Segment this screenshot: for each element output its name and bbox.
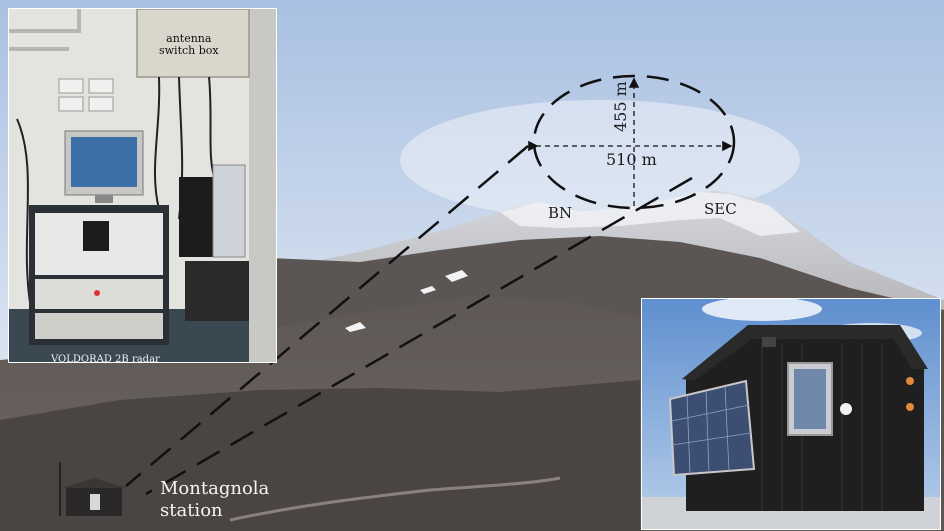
station-label-line1: Montagnola xyxy=(160,478,270,499)
station-hut-roof xyxy=(62,478,126,488)
conduit xyxy=(9,9,81,33)
cable xyxy=(154,76,161,210)
beam-line-lower xyxy=(145,176,693,496)
power-socket xyxy=(58,78,84,94)
power-socket xyxy=(58,96,84,112)
antenna-switch-box-label: antenna switch box xyxy=(159,33,219,57)
power-socket xyxy=(88,96,114,112)
computer-tower xyxy=(179,177,213,257)
snow-patch xyxy=(445,270,468,282)
shelter-window-pane xyxy=(794,369,826,429)
snow-patch xyxy=(345,322,366,332)
road xyxy=(229,476,561,522)
radar-equipment-inset: antenna switch box VOLDORAD 2B radar xyxy=(8,8,277,363)
foreground-slope xyxy=(0,380,640,531)
shelter-inset xyxy=(641,298,941,530)
power-socket xyxy=(88,78,114,94)
station-hut-door xyxy=(90,494,100,510)
width-label: 510 m xyxy=(606,150,657,169)
solar-panel-grid xyxy=(671,385,752,475)
station-label-line2: station xyxy=(160,500,223,521)
snow-patch xyxy=(420,286,436,294)
radar-label: VOLDORAD 2B radar xyxy=(51,354,160,363)
plume xyxy=(400,100,800,220)
crater-sec-label: SEC xyxy=(704,200,737,218)
cable xyxy=(16,118,32,310)
panel-led xyxy=(94,290,100,296)
vent-box xyxy=(762,337,776,347)
solar-panel xyxy=(668,379,756,477)
door-frame xyxy=(249,9,276,362)
beam-line-upper xyxy=(125,145,529,487)
ups-unit xyxy=(212,164,246,258)
crater-bn-label: BN xyxy=(548,204,573,222)
shelter-light xyxy=(840,403,852,415)
height-label: 455 m xyxy=(611,81,630,132)
station-label: Montagnola station xyxy=(160,478,269,522)
cloud xyxy=(702,299,822,321)
beacon xyxy=(906,403,914,411)
shelter-roof xyxy=(682,325,928,381)
radar-panel xyxy=(35,313,163,339)
radar-panel-display xyxy=(83,221,109,251)
antenna-switch-box-label-line1: antenna xyxy=(166,32,212,45)
antenna-switch-box xyxy=(136,9,250,78)
equipment-case xyxy=(185,261,249,321)
monitor-stand xyxy=(95,195,113,203)
beacon xyxy=(906,377,914,385)
crater-ellipse xyxy=(532,74,736,210)
monitor-screen xyxy=(71,137,137,187)
snow-cap xyxy=(500,192,800,236)
antenna-switch-box-label-line2: switch box xyxy=(159,44,219,57)
